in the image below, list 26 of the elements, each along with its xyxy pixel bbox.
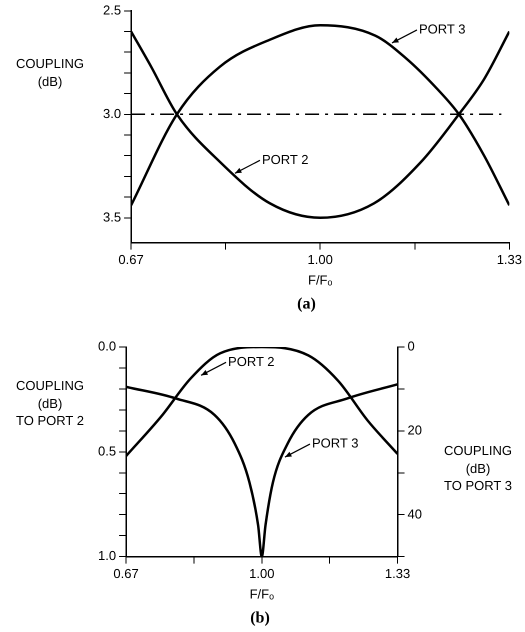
y-tick-label: 0.0 (98, 338, 116, 354)
y-tick-label: 1.0 (98, 548, 116, 564)
annotation: PORT 2 (228, 354, 275, 369)
y2-tick-label: 20 (408, 422, 422, 438)
text: (b) (250, 610, 270, 627)
y-axis-title: COUPLING (dB) TO PORT 2 (15, 377, 85, 430)
x-tick-label: 1.33 (496, 252, 522, 267)
text: (a) (297, 296, 316, 313)
y-axis-title: COUPLING (dB) (15, 55, 85, 90)
y2-tick-label: 0 (408, 338, 415, 354)
annotation: PORT 3 (418, 21, 466, 36)
annotation: PORT 2 (262, 152, 308, 167)
x-tick-label: 0.67 (113, 566, 139, 581)
x-tick-label: 0.67 (118, 252, 144, 267)
y-tick-label: 2.5 (102, 2, 122, 18)
y2-axis-title: COUPLING (dB) TO PORT 3 (443, 442, 513, 495)
y2-tick-label: 40 (408, 506, 422, 522)
x-tick-label: 1.00 (249, 566, 274, 581)
y-tick-label: 3.0 (102, 106, 122, 121)
y-tick-label: 0.5 (98, 443, 116, 458)
y-tick-label: 3.5 (102, 209, 122, 224)
x-tick-label: 1.00 (308, 252, 333, 267)
x-axis-title: F/Fₒ (308, 272, 332, 288)
x-tick-label: 1.33 (384, 566, 410, 581)
x-axis-title: F/Fₒ (250, 586, 274, 602)
annotation: PORT 3 (312, 436, 358, 451)
